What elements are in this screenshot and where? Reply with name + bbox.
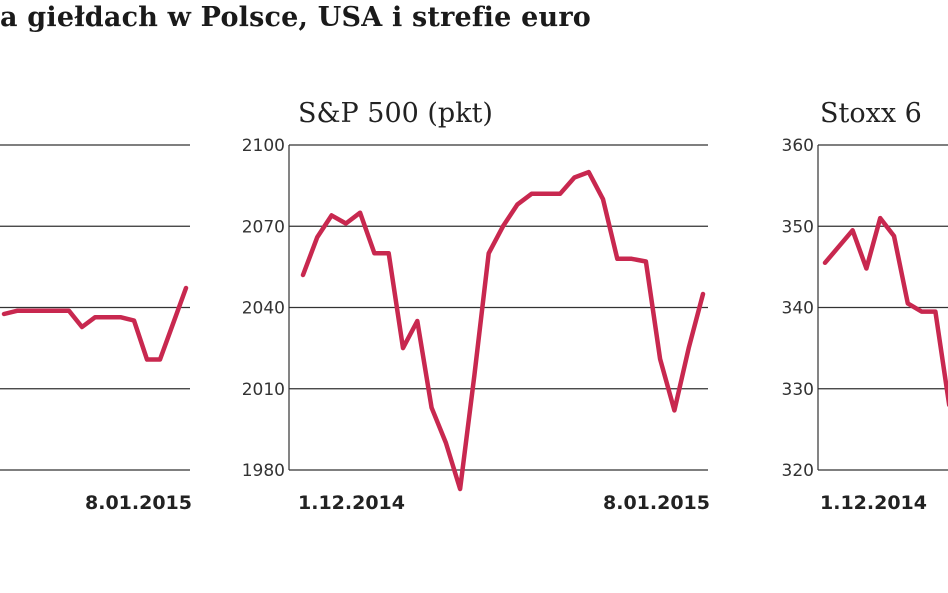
chart-title: S&P 500 (pkt) bbox=[298, 98, 493, 129]
y-tick-label: 330 bbox=[782, 380, 814, 400]
y-tick-label: 320 bbox=[782, 461, 814, 481]
series-line bbox=[822, 215, 948, 407]
y-tick-label: 340 bbox=[782, 299, 814, 319]
chart-wig: 8.01.2015 bbox=[0, 144, 192, 514]
chart-stoxx: 360 350 340 330 320 Stoxx 6 1.12.2014 bbox=[782, 98, 948, 514]
y-tick-label: 2100 bbox=[242, 136, 285, 156]
y-tick-label: 350 bbox=[782, 217, 814, 237]
x-end-label: 8.01.2015 bbox=[603, 492, 710, 514]
series-line bbox=[300, 169, 706, 492]
x-start-label: 1.12.2014 bbox=[298, 492, 405, 514]
y-tick-label: 2010 bbox=[242, 380, 285, 400]
chart-title: Stoxx 6 bbox=[820, 98, 922, 129]
y-tick-label: 1980 bbox=[242, 461, 285, 481]
y-tick-label: 2070 bbox=[242, 217, 285, 237]
y-tick-label: 360 bbox=[782, 136, 814, 156]
series-line bbox=[1, 285, 189, 362]
x-start-label: 1.12.2014 bbox=[820, 492, 927, 514]
x-end-label: 8.01.2015 bbox=[85, 492, 192, 514]
page-title: a giełdach w Polsce, USA i strefie euro bbox=[0, 2, 591, 33]
y-tick-label: 2040 bbox=[242, 299, 285, 319]
chart-sp500: 2100 2070 2040 2010 1980 S&P 500 (pkt) 1.12.20… bbox=[242, 98, 710, 514]
